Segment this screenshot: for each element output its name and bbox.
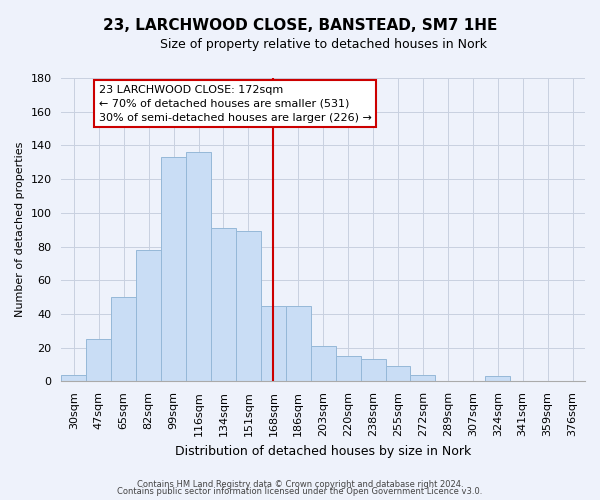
Text: 23 LARCHWOOD CLOSE: 172sqm
← 70% of detached houses are smaller (531)
30% of sem: 23 LARCHWOOD CLOSE: 172sqm ← 70% of deta… [99, 85, 371, 123]
Bar [161, 157, 186, 382]
Bar [211, 228, 236, 382]
X-axis label: Distribution of detached houses by size in Nork: Distribution of detached houses by size … [175, 444, 472, 458]
Bar [485, 376, 510, 382]
Bar [136, 250, 161, 382]
Bar [335, 356, 361, 382]
Y-axis label: Number of detached properties: Number of detached properties [15, 142, 25, 318]
Bar [286, 306, 311, 382]
Bar [361, 360, 386, 382]
Bar [410, 374, 436, 382]
Bar [111, 297, 136, 382]
Text: Contains HM Land Registry data © Crown copyright and database right 2024.: Contains HM Land Registry data © Crown c… [137, 480, 463, 489]
Bar [311, 346, 335, 382]
Text: Contains public sector information licensed under the Open Government Licence v3: Contains public sector information licen… [118, 487, 482, 496]
Bar [261, 306, 286, 382]
Text: 23, LARCHWOOD CLOSE, BANSTEAD, SM7 1HE: 23, LARCHWOOD CLOSE, BANSTEAD, SM7 1HE [103, 18, 497, 32]
Bar [386, 366, 410, 382]
Bar [186, 152, 211, 382]
Title: Size of property relative to detached houses in Nork: Size of property relative to detached ho… [160, 38, 487, 51]
Bar [86, 339, 111, 382]
Bar [61, 374, 86, 382]
Bar [236, 232, 261, 382]
